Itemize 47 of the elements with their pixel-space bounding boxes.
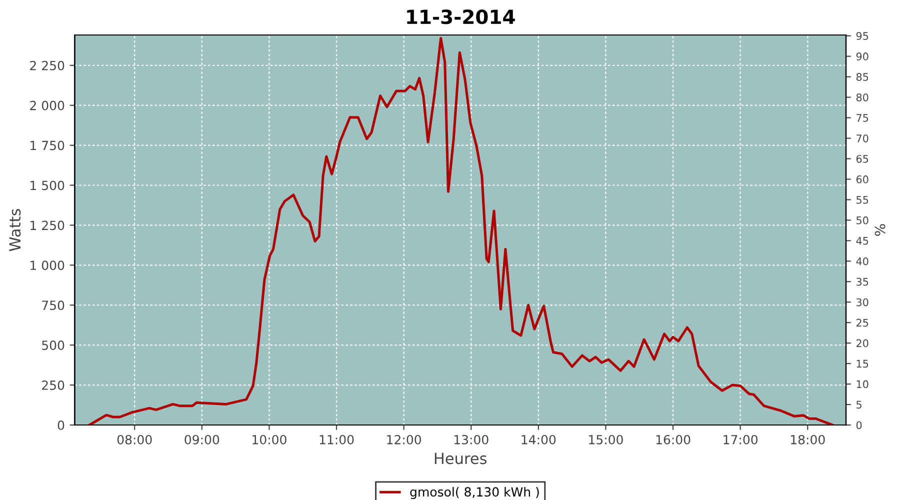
y2-tick-label: 90 bbox=[856, 52, 868, 60]
y-tick-label: 1 500 bbox=[30, 180, 64, 190]
y2-tick-label: 95 bbox=[856, 32, 868, 40]
y2-tick-label: 35 bbox=[856, 278, 868, 286]
x-tick-label: 10:00 bbox=[252, 434, 286, 444]
y-tick-label: 750 bbox=[42, 300, 64, 310]
y2-axis-title: % bbox=[874, 224, 886, 236]
y2-tick-label: 0 bbox=[856, 421, 862, 430]
legend-label: gmosol( 8,130 kWh ) bbox=[410, 486, 539, 500]
y2-tick-label: 40 bbox=[856, 257, 868, 266]
y-tick-label: 250 bbox=[42, 380, 64, 390]
y-tick-label: 2 250 bbox=[30, 60, 64, 70]
x-tick-label: 14:00 bbox=[522, 434, 556, 444]
y2-tick-label: 55 bbox=[856, 196, 868, 204]
y2-tick-label: 15 bbox=[856, 360, 868, 368]
y-tick-label: 0 bbox=[58, 420, 64, 430]
line-series bbox=[88, 36, 834, 425]
y2-tick-label: 70 bbox=[856, 134, 868, 142]
y2-tick-label: 10 bbox=[856, 380, 868, 388]
x-tick-label: 18:00 bbox=[791, 434, 825, 444]
y-tick-label: 1 000 bbox=[30, 260, 64, 270]
x-tick-label: 16:00 bbox=[656, 434, 690, 444]
x-tick-label: 15:00 bbox=[589, 434, 623, 444]
chart-title: 11-3-2014 bbox=[407, 9, 515, 24]
y2-tick-label: 30 bbox=[856, 298, 868, 306]
x-tick-label: 13:00 bbox=[454, 434, 488, 444]
y-axis-title: Watts bbox=[9, 209, 21, 252]
y2-tick-label: 65 bbox=[856, 154, 868, 163]
y2-tick-label: 60 bbox=[856, 175, 868, 184]
y2-tick-label: 85 bbox=[856, 73, 868, 81]
y2-tick-label: 50 bbox=[856, 216, 868, 224]
y2-tick-label: 20 bbox=[856, 339, 868, 348]
y-tick-label: 2 000 bbox=[30, 100, 64, 110]
y-tick-label: 1 750 bbox=[30, 140, 64, 150]
y-tick-label: 1 250 bbox=[30, 220, 64, 230]
x-tick-label: 09:00 bbox=[184, 434, 220, 444]
y2-tick-label: 5 bbox=[856, 400, 862, 409]
y2-tick-label: 80 bbox=[856, 93, 868, 102]
y2-tick-label: 45 bbox=[856, 237, 868, 245]
x-tick-label: 12:00 bbox=[387, 434, 421, 444]
y2-tick-label: 75 bbox=[856, 114, 868, 122]
x-tick-label: 17:00 bbox=[724, 434, 758, 444]
x-tick-label: 08:00 bbox=[117, 434, 152, 444]
x-tick-label: 11:00 bbox=[320, 434, 354, 444]
x-axis-title: Heures bbox=[434, 452, 487, 464]
y2-tick-label: 25 bbox=[856, 318, 868, 327]
y-tick-label: 500 bbox=[42, 340, 64, 350]
